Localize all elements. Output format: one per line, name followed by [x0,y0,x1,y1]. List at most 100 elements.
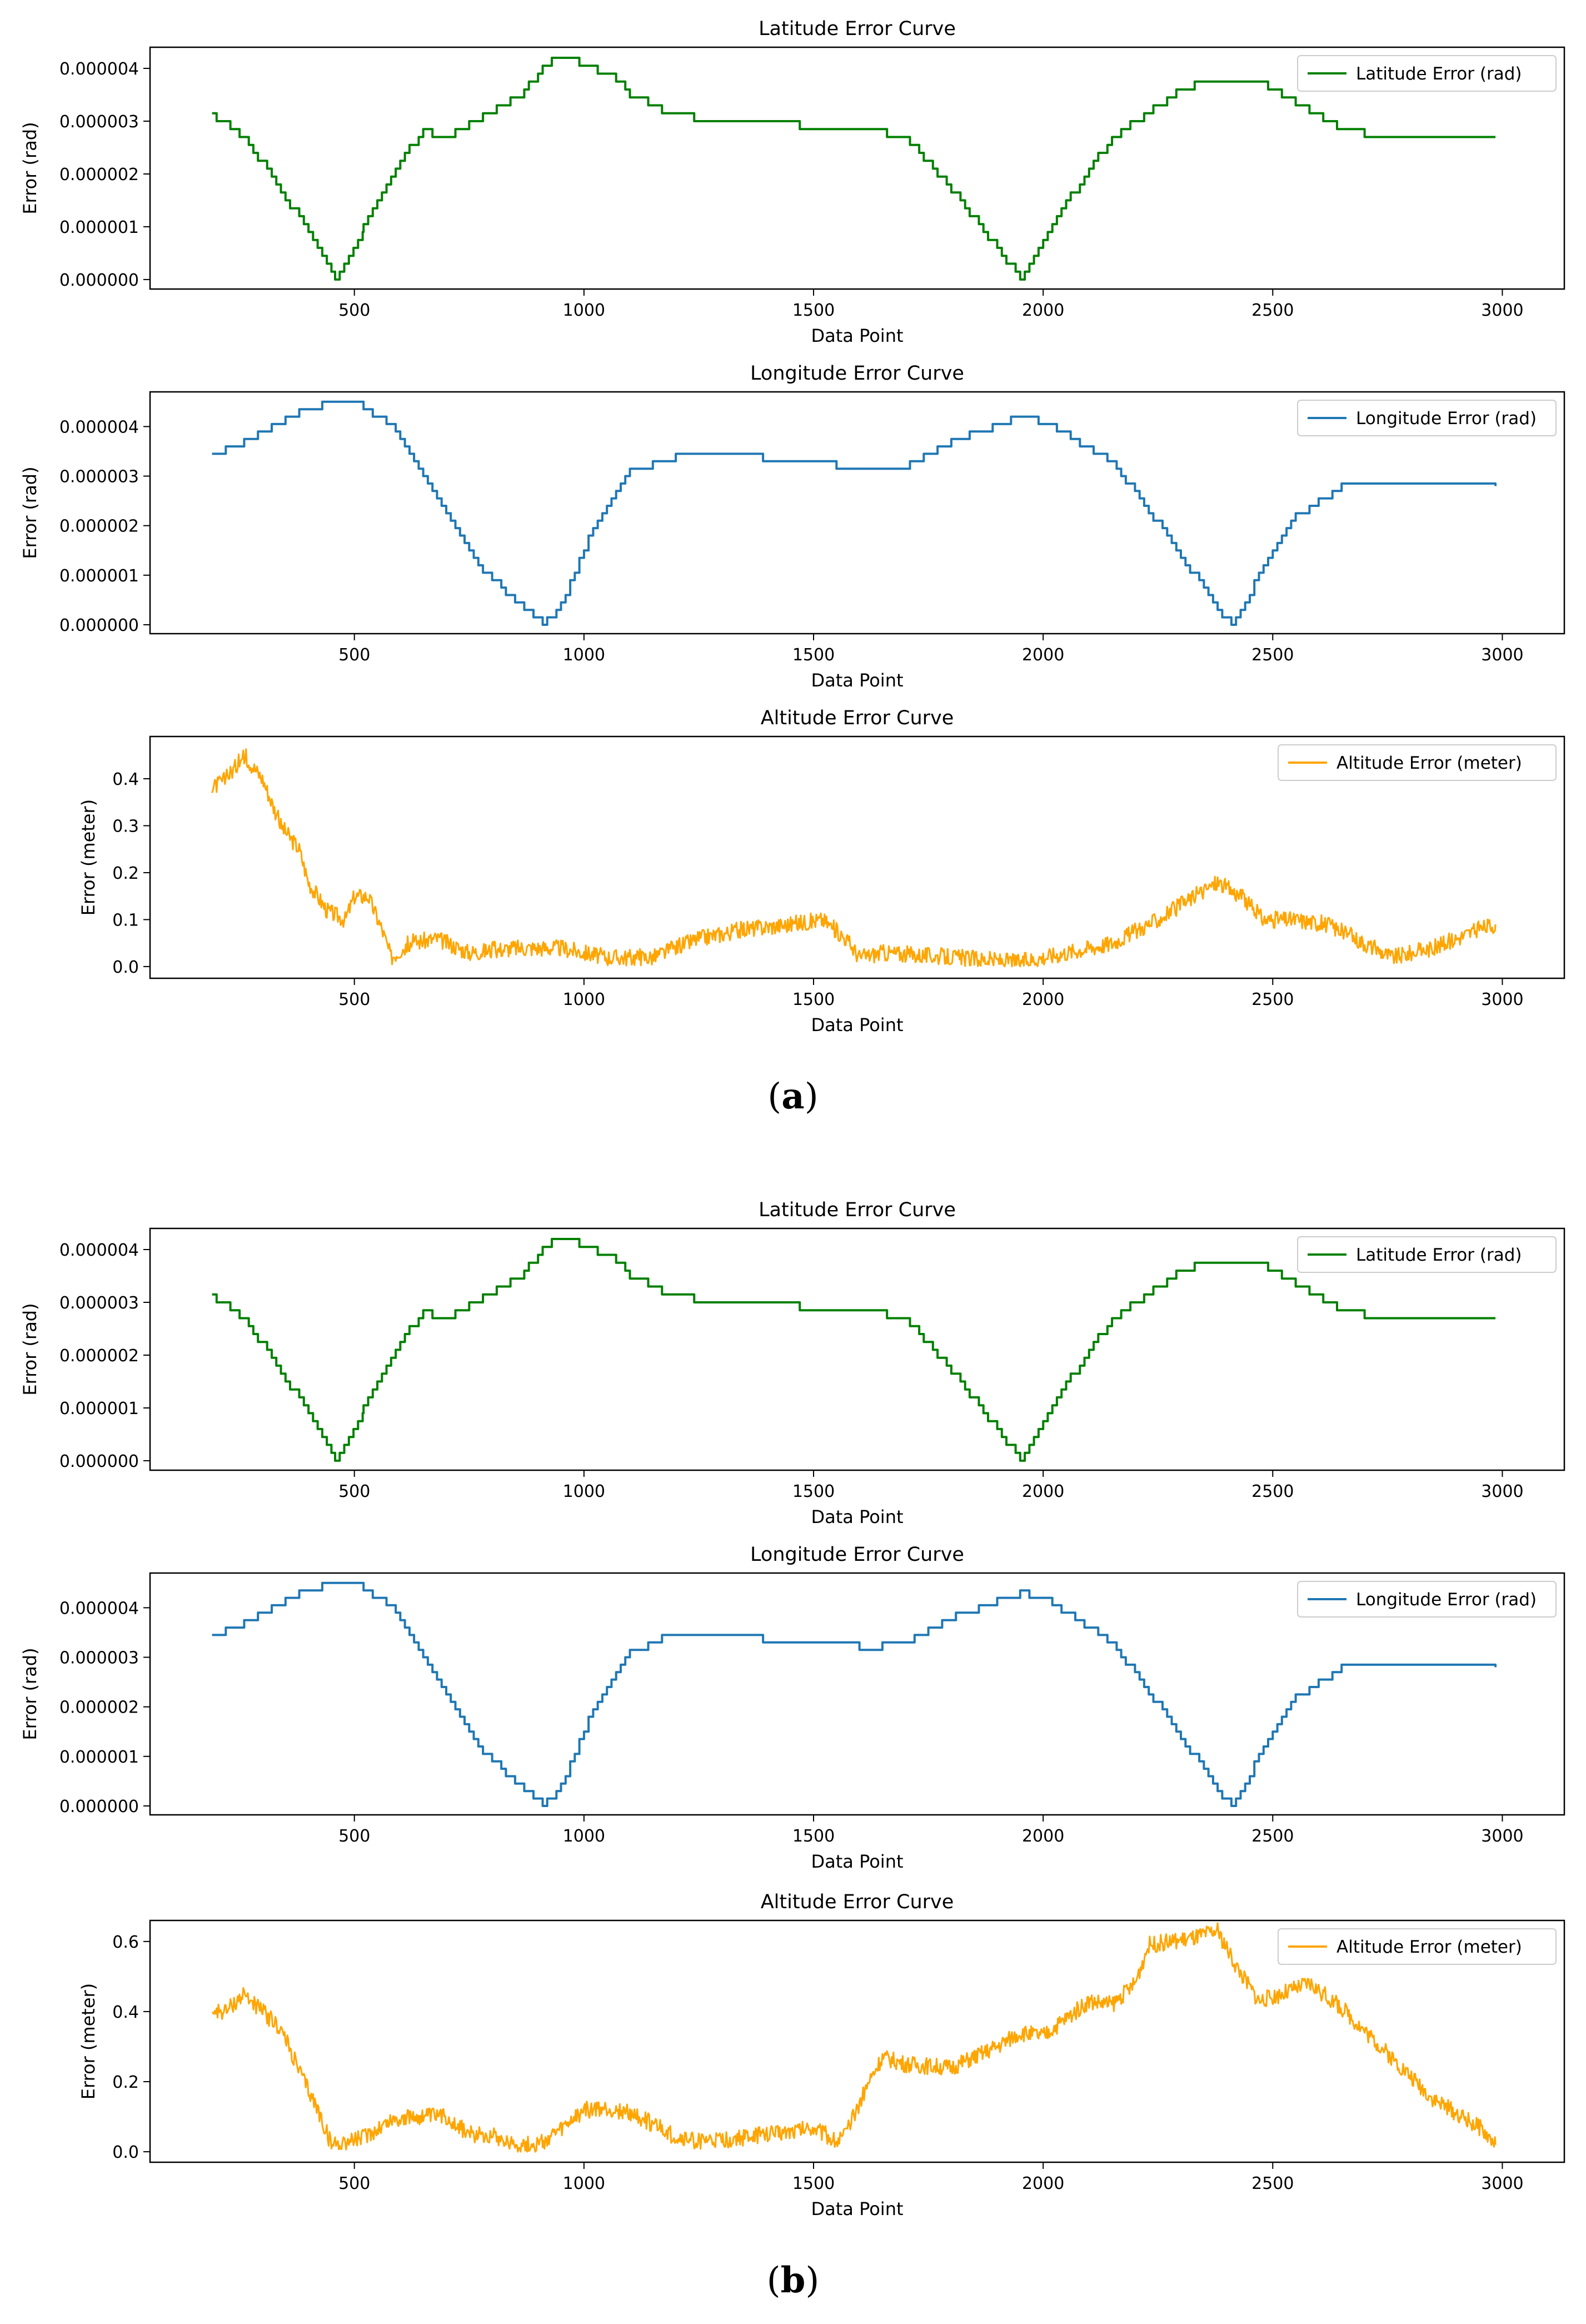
chart-4-xtick-label: 500 [338,1482,370,1501]
chart-6-frame [149,1919,1565,2163]
chart-1-ytick-label: 0.000001 [59,218,139,237]
chart-3-xlabel: Data Point [811,1014,903,1036]
chart-6-xlabel: Data Point [811,2198,903,2220]
chart-2-ytick-label: 0.000004 [59,417,139,437]
chart-2-ytick-label: 0.000002 [59,517,139,536]
chart-1-xtick-label: 1500 [792,301,835,320]
chart-5-ytick-label: 0.000000 [59,1797,139,1817]
chart-1-legend-label: Latitude Error (rad) [1356,64,1522,84]
chart-4-xtick-label: 1000 [563,1482,605,1501]
chart-3-ylabel: Error (meter) [78,799,99,915]
chart-5-xtick-label: 3000 [1481,1827,1523,1846]
chart-4-ytick-label: 0.000000 [59,1452,139,1471]
chart-4-ytick-label: 0.000001 [59,1399,139,1419]
chart-4-xtick-label: 3000 [1481,1482,1523,1501]
chart-1-frame [149,46,1565,290]
chart-5-xtick-label: 1500 [792,1827,835,1846]
chart-5-series-line [212,1581,1497,1807]
chart-5-xtick-label: 2500 [1251,1827,1294,1846]
chart-2-frame [149,391,1565,635]
chart-1-xtick-label: 1000 [563,301,605,320]
chart-2-xtick-label: 2500 [1251,645,1294,665]
chart-1-xlabel: Data Point [811,325,903,346]
chart-6-xtick-label: 3000 [1481,2174,1523,2193]
chart-6-legend-label: Altitude Error (meter) [1336,1937,1522,1957]
caption-b: (b) [766,2260,820,2301]
chart-3-xtick-label: 2000 [1022,990,1064,1009]
chart-1-xtick-label: 2000 [1022,301,1064,320]
chart-4-title: Latitude Error Curve [759,1199,956,1221]
chart-5-legend-label: Longitude Error (rad) [1356,1590,1537,1610]
chart-3-xtick-label: 1000 [563,990,605,1009]
chart-6-xtick-label: 1000 [563,2174,605,2193]
chart-4-frame [149,1227,1565,1471]
chart-3-title: Altitude Error Curve [761,707,954,729]
chart-4-xtick-label: 2500 [1251,1482,1294,1501]
chart-1-ylabel: Error (rad) [19,122,41,214]
chart-3-xtick-label: 3000 [1481,990,1523,1009]
caption-b-letter: b [780,2260,806,2301]
chart-1-legend [1297,55,1557,92]
chart-6-xtick-label: 500 [338,2174,370,2193]
chart-2-xtick-label: 1500 [792,645,835,665]
chart-5-xlabel: Data Point [811,1851,903,1872]
chart-5-ylabel: Error (rad) [19,1648,41,1740]
chart-6-legend [1278,1928,1557,1965]
chart-4-ytick-label: 0.000002 [59,1346,139,1366]
chart-1-xtick-label: 500 [338,301,370,320]
chart-6-ytick-label: 0.2 [112,2073,139,2092]
chart-1-title: Latitude Error Curve [759,18,956,40]
chart-6-title: Altitude Error Curve [761,1891,954,1913]
chart-3-ytick-label: 0.0 [112,958,139,977]
chart-1-xtick-label: 2500 [1251,301,1294,320]
chart-4-ytick-label: 0.000004 [59,1241,139,1260]
chart-3-xtick-label: 1500 [792,990,835,1009]
chart-4-xtick-label: 2000 [1022,1482,1064,1501]
chart-1-series-line [212,57,1496,281]
chart-4-xtick-label: 1500 [792,1482,835,1501]
chart-6-xtick-label: 2500 [1251,2174,1294,2193]
chart-2-xtick-label: 500 [338,645,370,665]
chart-6-series-line [212,1922,1497,2153]
chart-1-ytick-label: 0.000000 [59,271,139,290]
chart-2-xtick-label: 3000 [1481,645,1523,665]
chart-1-ytick-label: 0.000004 [59,59,139,79]
chart-2-ytick-label: 0.000003 [59,467,139,487]
chart-5-xtick-label: 2000 [1022,1827,1064,1846]
chart-5-xtick-label: 1000 [563,1827,605,1846]
chart-5-frame [149,1572,1565,1816]
chart-4-ytick-label: 0.000003 [59,1293,139,1313]
chart-3-ytick-label: 0.3 [112,817,139,836]
chart-2-xtick-label: 2000 [1022,645,1064,665]
chart-6-ytick-label: 0.6 [112,1933,139,1952]
chart-5-legend [1297,1581,1557,1618]
chart-5-title: Longitude Error Curve [750,1544,964,1566]
chart-1-xtick-label: 3000 [1481,301,1523,320]
chart-6-xtick-label: 1500 [792,2174,835,2193]
chart-3-ytick-label: 0.1 [112,910,139,930]
chart-3-xtick-label: 2500 [1251,990,1294,1009]
chart-1-ytick-label: 0.000003 [59,112,139,132]
chart-2-xlabel: Data Point [811,670,903,691]
chart-4-series-line [212,1238,1496,1462]
chart-6-ylabel: Error (meter) [78,1983,99,2099]
chart-2-legend [1297,400,1557,436]
chart-2-title: Longitude Error Curve [750,362,964,385]
chart-2-xtick-label: 1000 [563,645,605,665]
chart-6-ytick-label: 0.0 [112,2143,139,2162]
chart-2-legend-label: Longitude Error (rad) [1356,409,1537,429]
chart-2-series-line [212,400,1497,626]
chart-5-ytick-label: 0.000003 [59,1649,139,1668]
chart-5-xtick-label: 500 [338,1827,370,1846]
chart-3-legend [1278,744,1557,781]
chart-6-xtick-label: 2000 [1022,2174,1064,2193]
chart-5-ytick-label: 0.000004 [59,1599,139,1618]
chart-3-series-line [211,748,1497,968]
caption-a: (a) [767,1076,819,1117]
chart-2-ylabel: Error (rad) [19,466,41,559]
chart-3-ytick-label: 0.4 [112,770,139,789]
chart-3-frame [149,735,1565,979]
chart-3-ytick-label: 0.2 [112,864,139,883]
chart-3-legend-label: Altitude Error (meter) [1336,753,1522,773]
